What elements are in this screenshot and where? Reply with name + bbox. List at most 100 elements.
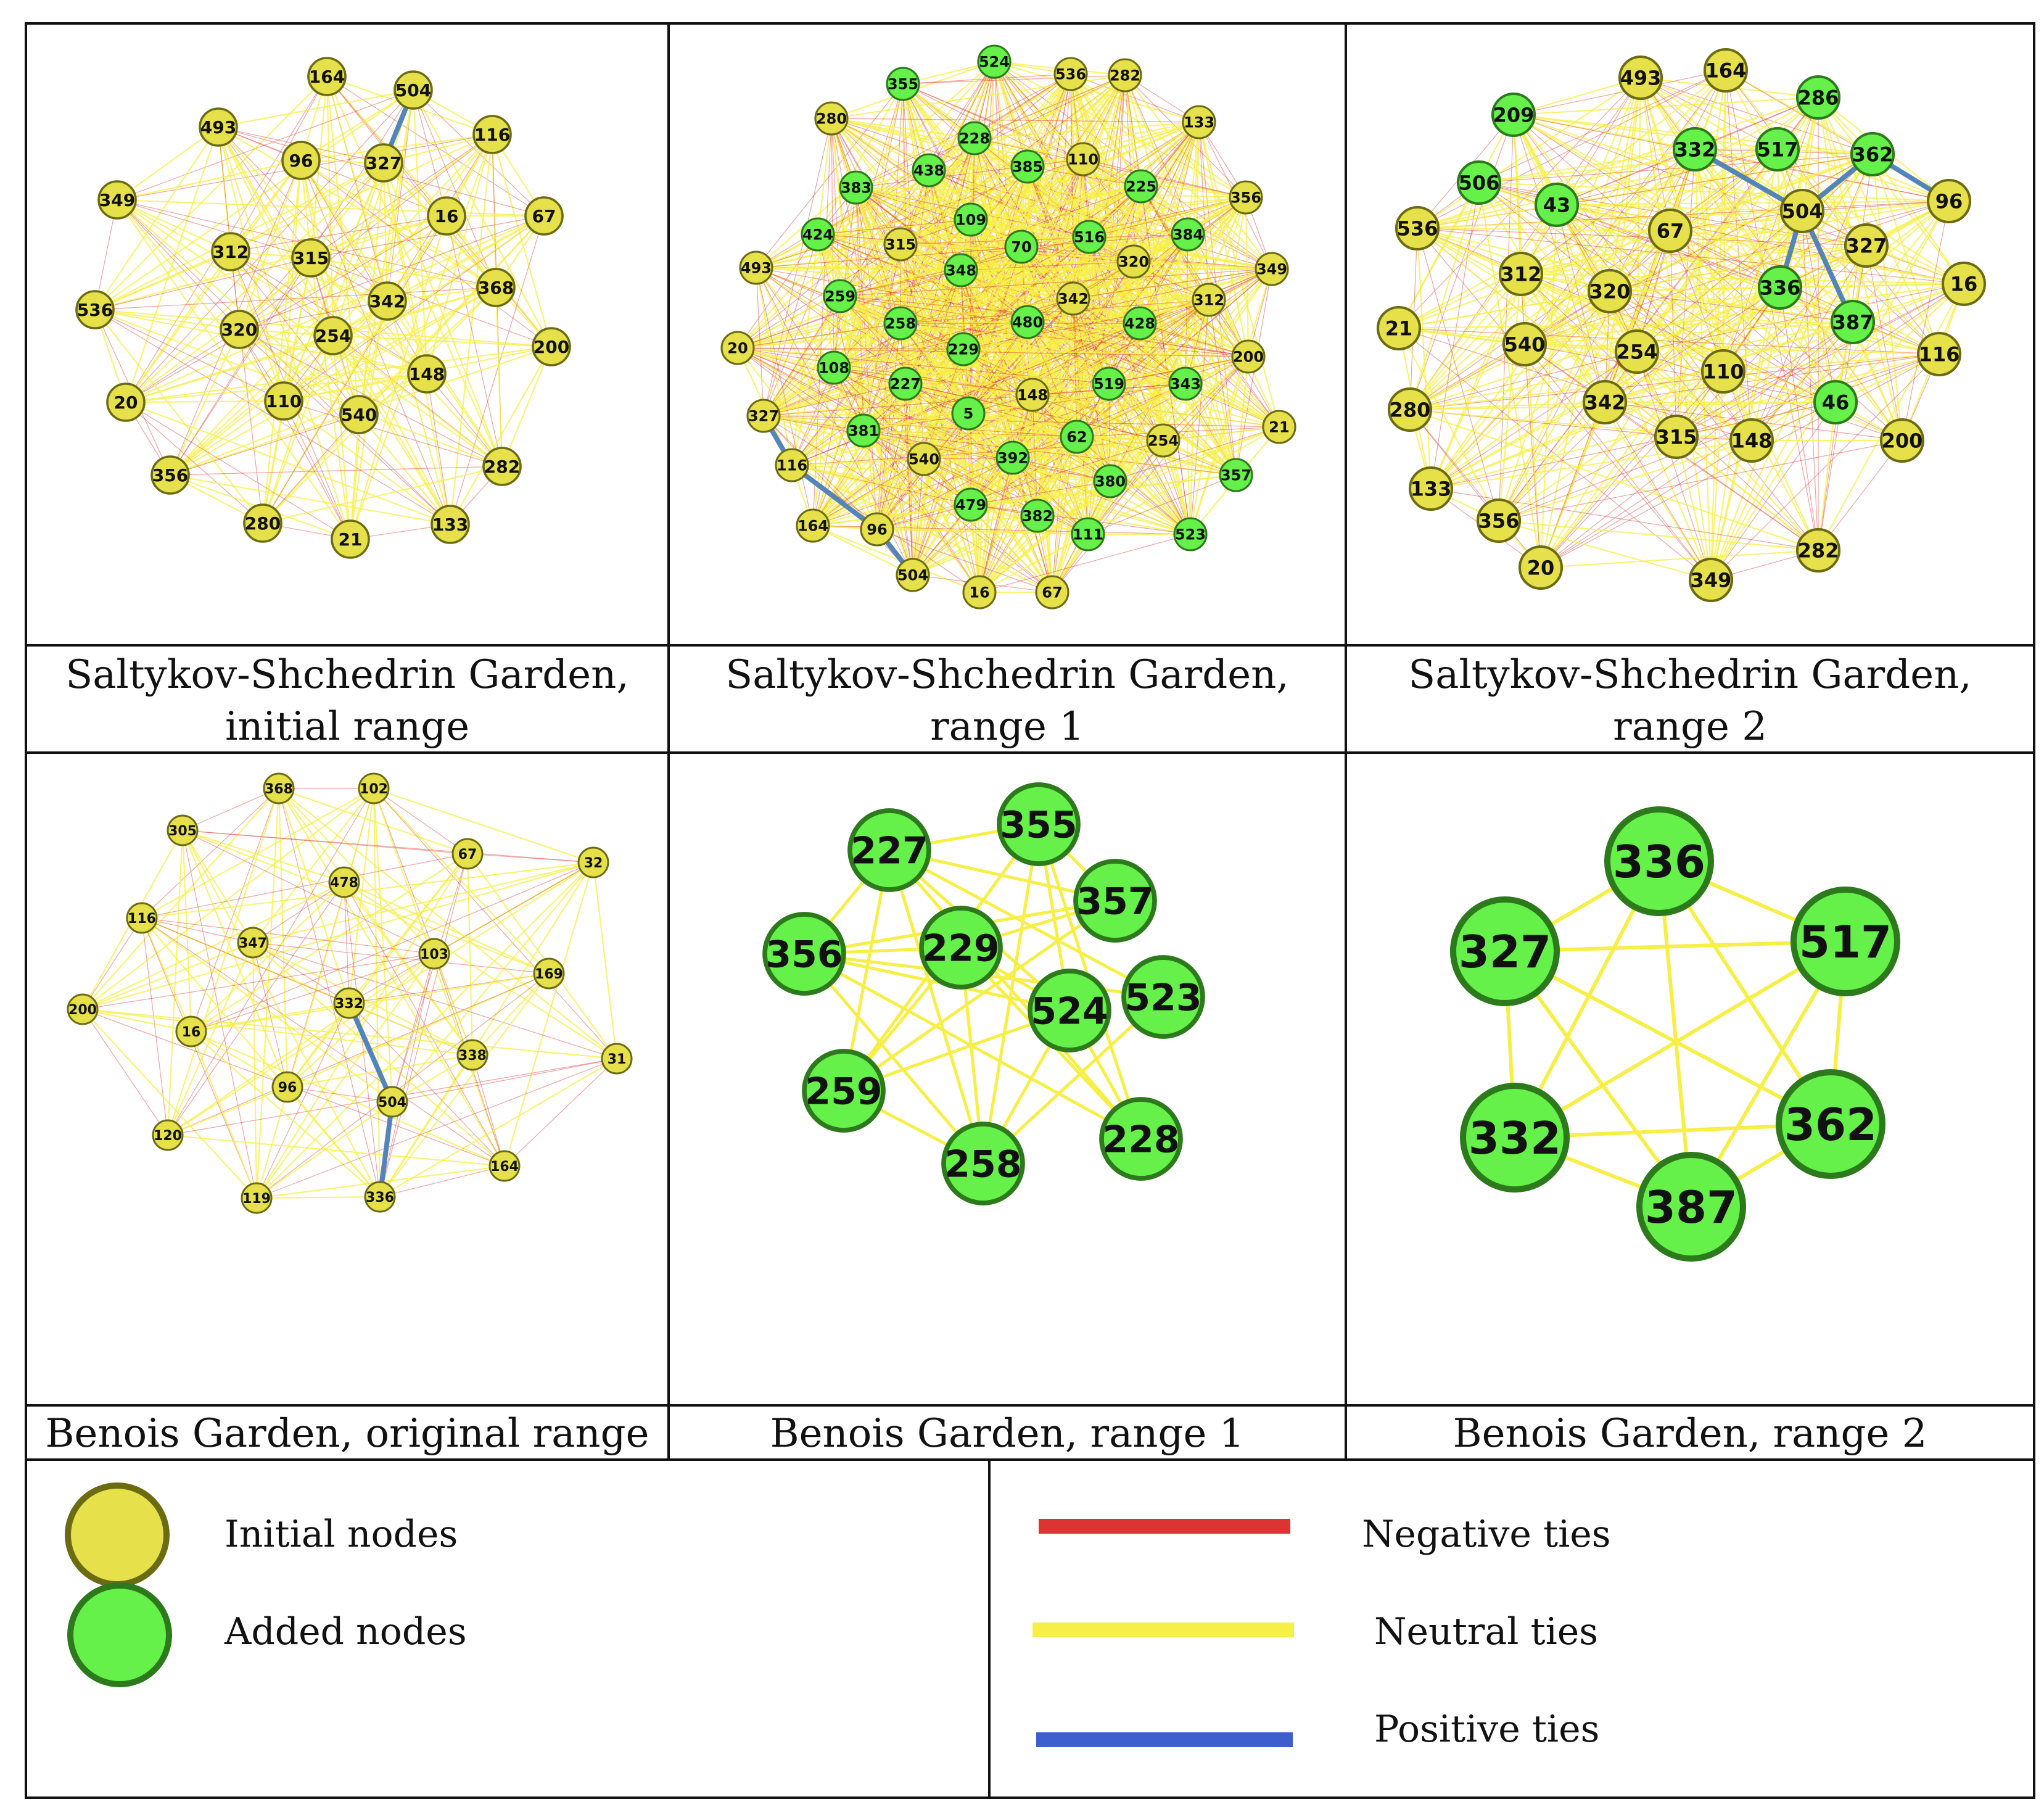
neutral-tie	[1108, 197, 1247, 384]
node-315: 315	[883, 227, 918, 262]
negative-tie	[1163, 356, 1249, 441]
neutral-tie	[737, 299, 1210, 349]
node-327: 327	[1844, 223, 1889, 268]
node-label: 228	[959, 130, 990, 147]
node-label: 320	[221, 320, 257, 340]
node-label: 336	[1760, 276, 1801, 300]
node-circle	[817, 350, 851, 385]
neutral-tie	[181, 830, 289, 1088]
node-label: 349	[1256, 261, 1287, 278]
node-label: 332	[335, 996, 363, 1012]
neutral-tie	[1398, 182, 1480, 329]
node-circle	[476, 268, 516, 307]
neutral-tie	[1694, 149, 1753, 441]
node-384: 384	[1171, 217, 1205, 252]
node-circle	[1092, 366, 1126, 401]
negative-tie	[256, 1003, 350, 1199]
node-label: 493	[200, 117, 236, 138]
node-368: 368	[476, 268, 516, 307]
neutral-tie	[1539, 402, 1606, 568]
negative-tie	[968, 321, 1028, 414]
neutral-tie	[1779, 283, 1964, 289]
node-label: 43	[1543, 194, 1571, 217]
node-label: 382	[1022, 508, 1053, 525]
node-circle	[883, 227, 918, 262]
neutral-tie	[1556, 200, 1950, 206]
node-label: 385	[1012, 159, 1043, 176]
node-116: 116	[1916, 331, 1962, 377]
negative-tie	[1710, 353, 1940, 581]
node-label: 110	[1703, 360, 1744, 384]
neutral-tie	[278, 787, 468, 855]
node-circle	[1604, 806, 1715, 917]
node-357: 357	[1219, 458, 1253, 492]
neutral-tie	[1478, 148, 1778, 184]
neutral-tie	[262, 160, 302, 524]
node-circle	[264, 381, 303, 421]
node-label: 254	[1148, 432, 1179, 450]
node-circle	[957, 121, 992, 155]
node-circle	[1795, 75, 1841, 120]
node-504: 504	[896, 558, 930, 592]
neutral-tie	[310, 257, 352, 540]
negative-tie	[262, 414, 360, 524]
node-circle	[839, 170, 873, 205]
neutral-tie	[863, 382, 1110, 432]
neutral-tie	[170, 474, 451, 526]
negative-tie	[450, 215, 545, 525]
negative-tie	[1076, 268, 1272, 437]
node-259: 259	[823, 279, 857, 313]
node-circle	[847, 808, 931, 892]
neutral-tie	[141, 917, 192, 1032]
neutral-tie	[167, 942, 254, 1136]
neutral-tie	[358, 414, 451, 525]
node-circle	[1035, 575, 1069, 610]
node-label: 349	[1691, 569, 1732, 592]
positive-tie	[790, 463, 879, 532]
node-164: 164	[1703, 48, 1749, 93]
node-circle	[418, 938, 450, 970]
neutral-tie	[979, 481, 1111, 593]
negative-tie	[252, 942, 288, 1088]
node-circle	[237, 927, 269, 959]
node-circle	[1813, 379, 1858, 425]
neutral-tie	[117, 199, 284, 402]
node-332: 332	[1672, 126, 1718, 172]
node-label: 424	[802, 226, 833, 244]
neutral-tie	[1520, 273, 1712, 581]
neutral-tie	[491, 134, 497, 288]
node-label: 46	[1822, 391, 1850, 415]
neutral-tie	[1185, 383, 1237, 476]
node-31: 31	[601, 1043, 633, 1075]
negative-tie	[1409, 409, 1499, 521]
caption-benois-range2: Benois Garden, range 2	[1347, 1408, 2033, 1460]
node-133: 133	[1182, 105, 1216, 139]
negative-tie	[1430, 402, 1836, 489]
node-circle	[488, 1150, 521, 1182]
neutral-tie	[278, 788, 617, 1059]
negative-tie	[239, 215, 545, 330]
neutral-tie	[833, 246, 1022, 368]
node-96: 96	[281, 141, 321, 180]
neutral-tie	[812, 383, 1110, 526]
node-label: 200	[534, 337, 569, 357]
node-label: 524	[979, 54, 1010, 71]
node-540: 540	[339, 395, 379, 434]
node-label: 355	[888, 76, 918, 93]
node-circle	[1775, 1069, 1886, 1180]
node-label: 523	[1124, 977, 1201, 1020]
neutral-tie	[900, 185, 1142, 246]
node-label: 169	[535, 967, 563, 982]
neutral-tie	[1777, 148, 1950, 202]
node-327: 327	[746, 399, 781, 433]
negative-tie	[756, 234, 1189, 268]
node-46: 46	[1813, 379, 1858, 425]
negative-tie	[763, 234, 818, 416]
neutral-tie	[467, 853, 617, 1059]
neutral-tie	[1835, 201, 1950, 403]
negative-tie	[191, 788, 279, 1032]
node-label: 227	[851, 830, 928, 873]
node-circle	[431, 505, 470, 544]
node-label: 116	[128, 911, 156, 927]
node-385: 385	[1010, 149, 1045, 184]
